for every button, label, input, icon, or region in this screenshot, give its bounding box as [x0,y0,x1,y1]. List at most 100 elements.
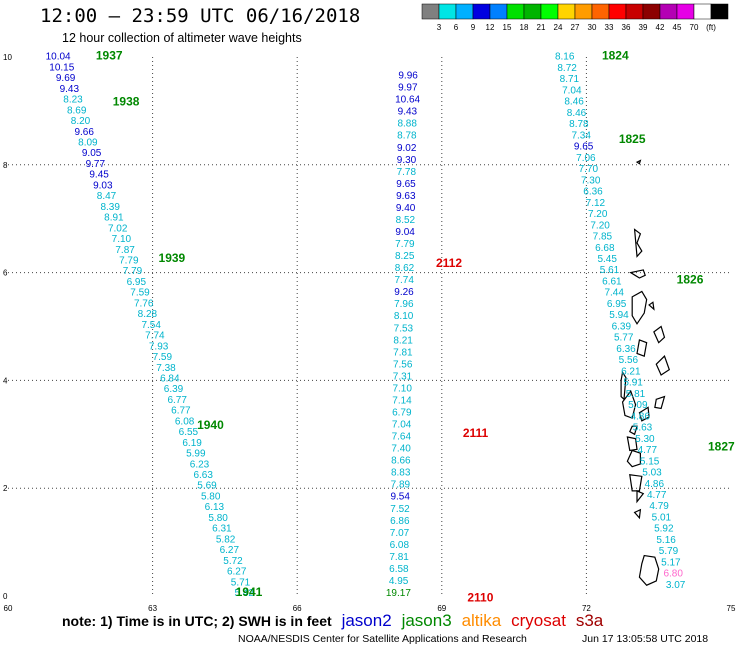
color-scale-swatch [455,3,474,20]
y-tick-label: 2 [3,484,8,493]
wave-height-label: 6.84 [160,374,180,385]
wave-height-label: 8.47 [97,191,117,202]
color-scale-swatch [540,3,559,20]
wave-height-label: 6.86 [390,516,410,527]
wave-height-label: 5.69 [197,481,217,492]
pass-time-label: 1940 [197,418,224,432]
wave-height-label: 9.43 [398,107,418,118]
legend-altika: altika [461,611,502,630]
color-scale-swatch [557,3,576,20]
color-scale-label: 27 [571,23,580,32]
land-outline [633,508,642,520]
y-tick-label: 4 [3,376,8,385]
wave-height-label: 10.04 [46,52,71,63]
color-scale-label: 3 [437,23,442,32]
wave-height-label: 4.86 [645,479,665,490]
wave-height-label: 10.15 [49,62,74,73]
wave-height-label: 6.36 [616,344,636,355]
wave-height-label: 9.43 [60,84,80,95]
color-scale-label: 30 [588,23,597,32]
wave-height-label: 8.78 [397,131,417,142]
wave-height-label: 7.59 [130,288,150,299]
wave-height-label: 6.08 [390,540,410,551]
wave-height-label: 6.58 [389,564,409,575]
y-tick-label: 0 [3,592,8,601]
land-outline [629,425,638,436]
land-outline [633,228,643,258]
wave-height-label: 8.69 [67,105,87,116]
wave-height-label: 5.56 [619,355,639,366]
wave-height-label: 9.54 [390,492,410,503]
wave-height-label: 7.07 [390,528,410,539]
footer-note: note: 1) Time is in UTC; 2) SWH is in fe… [62,613,332,629]
color-scale-label: 24 [554,23,563,32]
color-scale-swatch [676,3,695,20]
wave-height-label: 8.83 [391,468,411,479]
land-outline [629,474,643,492]
wave-height-label: 5.91 [623,378,643,389]
pass-time-label: 1826 [677,272,704,286]
wave-height-label: 7.81 [393,347,413,358]
wave-height-label: 7.89 [391,480,411,491]
wave-height-label: 7.93 [149,341,169,352]
land-outline [653,325,666,344]
wave-height-label: 6.77 [171,406,191,417]
wave-height-label: 9.04 [395,227,415,238]
wave-height-label: 7.85 [593,232,613,243]
wave-height-label: 9.30 [397,155,417,166]
wave-height-label: 7.79 [395,239,415,250]
color-scale-swatch [472,3,491,20]
color-scale-label: 21 [537,23,546,32]
wave-height-label: 5.45 [597,254,617,265]
wave-height-label: 8.39 [100,202,120,213]
wave-height-label: 6.31 [212,524,232,535]
wave-height-label: 7.96 [394,299,414,310]
wave-height-label: 7.20 [590,220,610,231]
pass-time-label: 1941 [236,585,263,599]
wave-height-label: 6.36 [583,187,603,198]
color-scale-swatch [710,3,729,20]
wave-height-label: 6.27 [227,567,247,578]
wave-height-label: 7.52 [390,504,410,515]
land-outline [638,554,660,586]
wave-height-label: 4.79 [649,501,669,512]
wave-height-label: 7.59 [153,352,173,363]
wave-height-label: 7.10 [392,383,412,394]
wave-height-label: 8.10 [394,311,414,322]
wave-height-label: 6.39 [164,384,184,395]
wave-height-label: 7.78 [397,167,417,178]
wave-height-label: 5.77 [614,333,634,344]
wave-height-label: 6.95 [607,299,627,310]
land-outline [631,290,648,325]
color-scale-swatch [421,3,440,20]
wave-height-label: 4.95 [389,576,409,587]
wave-height-label: 5.80 [208,513,228,524]
wave-height-label: 8.09 [78,138,98,149]
wave-height-label: 7.02 [108,223,128,234]
wave-height-label: 8.78 [569,119,589,130]
land-outline [626,449,641,468]
wave-height-label: 8.46 [564,97,584,108]
wave-height-label: 9.77 [86,159,106,170]
wave-height-label: 5.01 [652,513,672,524]
wave-height-label: 8.91 [104,213,124,224]
wave-height-label: 7.04 [392,420,412,431]
wave-height-label: 10.64 [395,95,420,106]
wave-height-label: 6.08 [175,416,195,427]
wave-height-label: 3.07 [666,580,686,591]
land-outline [629,269,646,279]
color-scale-swatch [438,3,457,20]
land-outline [655,355,671,376]
wave-height-label: 9.65 [396,179,416,190]
wave-height-label: 5.16 [656,535,676,546]
color-scale-label: 6 [454,23,459,32]
wave-height-label: 5.72 [223,556,243,567]
land-outline [654,395,666,410]
x-tick-label: 66 [293,604,302,613]
wave-height-label: 9.40 [396,203,416,214]
wave-height-label: 6.21 [621,366,641,377]
wave-height-label: 8.52 [396,215,416,226]
wave-height-label: 9.03 [93,180,113,191]
color-scale-label: 70 [690,23,699,32]
wave-height-label: 5.30 [635,434,655,445]
